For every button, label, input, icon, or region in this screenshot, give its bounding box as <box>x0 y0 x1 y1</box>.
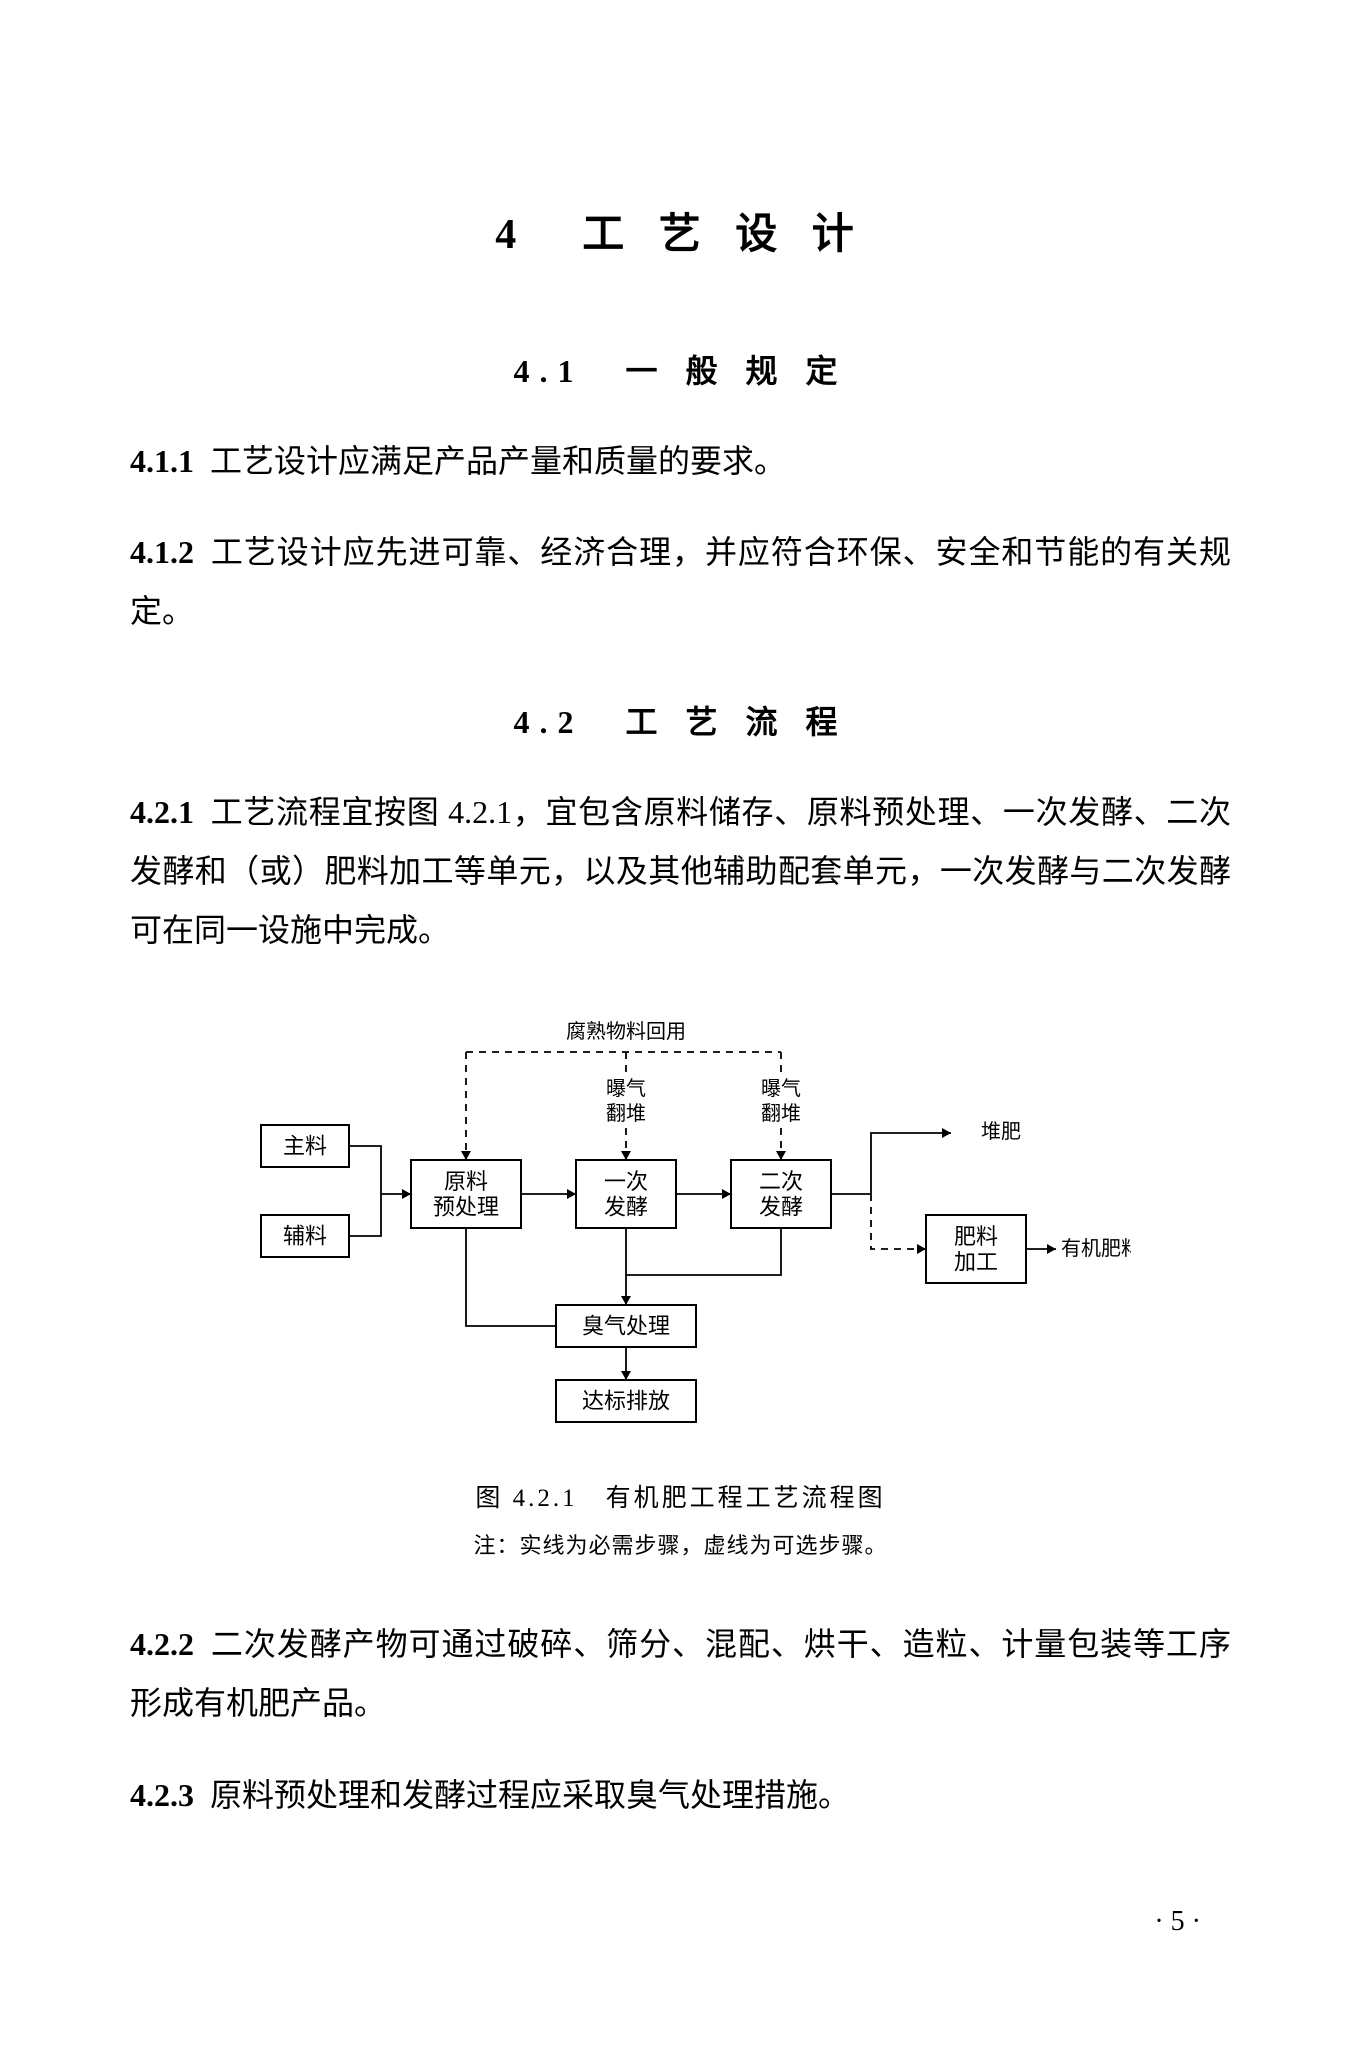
svg-text:翻堆: 翻堆 <box>606 1102 646 1125</box>
svg-text:腐熟物料回用: 腐熟物料回用 <box>566 1020 686 1043</box>
clause-4-1-2: 4.1.2工艺设计应先进可靠、经济合理，并应符合环保、安全和节能的有关规定。 <box>130 523 1231 641</box>
svg-text:臭气处理: 臭气处理 <box>581 1314 669 1339</box>
svg-text:主料: 主料 <box>282 1134 326 1159</box>
svg-text:二次: 二次 <box>758 1169 802 1194</box>
clause-text: 工艺设计应满足产品产量和质量的要求。 <box>210 443 786 479</box>
flowchart-svg: 主料辅料原料预处理一次发酵二次发酵肥料加工臭气处理达标排放腐熟物料回用曝气翻堆曝… <box>231 1010 1131 1450</box>
svg-text:有机肥料: 有机肥料 <box>1061 1237 1131 1260</box>
svg-text:翻堆: 翻堆 <box>761 1102 801 1125</box>
chapter-title: 4 工 艺 设 计 <box>130 200 1231 261</box>
clause-4-2-2: 4.2.2二次发酵产物可通过破碎、筛分、混配、烘干、造粒、计量包装等工序形成有机… <box>130 1615 1231 1733</box>
diagram-note: 注：实线为必需步骤，虚线为可选步骤。 <box>130 1528 1231 1560</box>
svg-text:预处理: 预处理 <box>432 1194 498 1219</box>
clause-text: 工艺设计应先进可靠、经济合理，并应符合环保、安全和节能的有关规定。 <box>130 534 1231 629</box>
clause-num: 4.2.3 <box>130 1777 194 1813</box>
clause-text: 二次发酵产物可通过破碎、筛分、混配、烘干、造粒、计量包装等工序形成有机肥产品。 <box>130 1626 1231 1721</box>
clause-num: 4.2.2 <box>130 1626 194 1662</box>
clause-text: 工艺流程宜按图 4.2.1，宜包含原料储存、原料预处理、一次发酵、二次发酵和（或… <box>130 794 1231 948</box>
svg-text:一次: 一次 <box>603 1169 647 1194</box>
clause-num: 4.1.1 <box>130 443 194 479</box>
svg-text:肥料: 肥料 <box>953 1224 997 1249</box>
section-4-1-title: 4.1 一 般 规 定 <box>130 346 1231 392</box>
clause-4-2-3: 4.2.3 原料预处理和发酵过程应采取臭气处理措施。 <box>130 1766 1231 1825</box>
section-4-2-title: 4.2 工 艺 流 程 <box>130 697 1231 743</box>
clause-num: 4.1.2 <box>130 534 194 570</box>
svg-text:发酵: 发酵 <box>758 1194 802 1219</box>
svg-text:曝气: 曝气 <box>606 1077 646 1100</box>
flowchart-diagram: 主料辅料原料预处理一次发酵二次发酵肥料加工臭气处理达标排放腐熟物料回用曝气翻堆曝… <box>130 1010 1231 1450</box>
svg-text:堆肥: 堆肥 <box>981 1120 1021 1143</box>
diagram-caption: 图 4.2.1 有机肥工程工艺流程图 <box>130 1478 1231 1514</box>
svg-text:曝气: 曝气 <box>761 1077 801 1100</box>
svg-text:辅料: 辅料 <box>282 1224 326 1249</box>
svg-text:原料: 原料 <box>443 1169 487 1194</box>
svg-text:发酵: 发酵 <box>603 1194 647 1219</box>
svg-text:加工: 加工 <box>953 1249 997 1274</box>
page-number: · 5 · <box>1154 1906 1201 1938</box>
clause-4-2-1: 4.2.1工艺流程宜按图 4.2.1，宜包含原料储存、原料预处理、一次发酵、二次… <box>130 783 1231 961</box>
svg-text:达标排放: 达标排放 <box>581 1389 669 1414</box>
clause-num: 4.2.1 <box>130 794 194 830</box>
clause-4-1-1: 4.1.1 工艺设计应满足产品产量和质量的要求。 <box>130 432 1231 491</box>
clause-text: 原料预处理和发酵过程应采取臭气处理措施。 <box>210 1777 850 1813</box>
